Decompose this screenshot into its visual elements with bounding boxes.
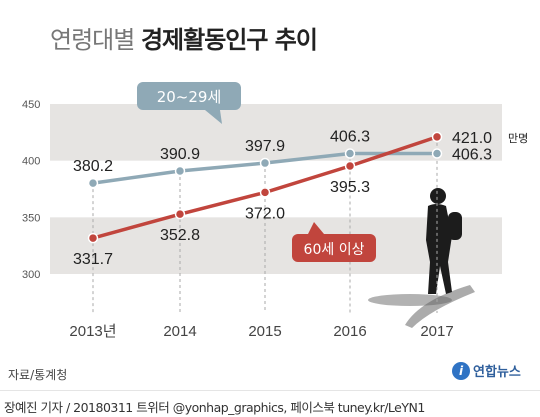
data-point xyxy=(174,165,186,177)
x-tick-label: 2017 xyxy=(420,323,453,340)
credit-line: 장예진 기자 / 20180311 트위터 @yonhap_graphics, … xyxy=(0,390,540,417)
data-point xyxy=(431,131,443,143)
data-label: 380.2 xyxy=(73,158,113,175)
data-label: 372.0 xyxy=(245,205,285,222)
line-chart: 300 350 400 450 2013년 2014 2015 2016 2017 380.2… xyxy=(22,82,528,340)
title-light: 연령대별 xyxy=(50,26,135,54)
data-point xyxy=(259,157,271,169)
data-point xyxy=(344,148,356,159)
callout-label: 20~29세 xyxy=(157,88,222,106)
data-label: 395.3 xyxy=(330,179,370,196)
callout-box xyxy=(292,234,376,262)
unit-label: 만명 xyxy=(508,132,528,145)
title-bold: 경제활동인구 추이 xyxy=(140,26,318,54)
legend-callout-60plus: 60세 이상 xyxy=(292,222,376,262)
shadow-streak xyxy=(405,285,475,328)
data-label: 421.0 xyxy=(452,130,492,147)
callout-label: 60세 이상 xyxy=(304,242,365,258)
y-tick-label: 350 xyxy=(22,212,40,224)
elderly-person-silhouette-icon xyxy=(368,188,475,328)
x-tick-label: 2014 xyxy=(163,323,196,340)
infographic-card: 연령대별 경제활동인구 추이 300 350 400 450 2013년 2014 201… xyxy=(8,20,529,382)
head-shape xyxy=(430,188,446,204)
data-label: 390.9 xyxy=(160,146,200,163)
x-tick-label: 2016 xyxy=(333,323,366,340)
x-tick-label: 2013년 xyxy=(69,323,116,340)
logo-name: 연합뉴스 xyxy=(473,365,521,380)
y-tick-label: 400 xyxy=(22,156,40,168)
logo-mark-icon: i xyxy=(452,361,470,380)
data-point xyxy=(344,160,356,172)
data-point xyxy=(431,148,443,159)
callout-tail xyxy=(308,222,324,234)
y-tick-label: 300 xyxy=(22,269,40,281)
callout-box xyxy=(137,82,241,110)
chart-title: 연령대별 경제활동인구 추이 xyxy=(50,20,318,55)
data-point xyxy=(87,177,99,189)
data-label: 397.9 xyxy=(245,138,285,155)
callout-tail xyxy=(205,110,222,124)
body-shape xyxy=(426,204,452,294)
data-point xyxy=(259,187,271,198)
source-note: 자료/통계청 xyxy=(8,368,68,382)
data-point xyxy=(174,208,186,220)
yonhap-logo: i 연합뉴스 xyxy=(452,361,521,380)
data-label: 331.7 xyxy=(73,251,113,268)
backpack-shape xyxy=(448,212,462,240)
data-label: 406.3 xyxy=(452,147,492,164)
data-label: 352.8 xyxy=(160,227,200,244)
band-300-350 xyxy=(50,217,502,274)
y-tick-label: 450 xyxy=(22,99,40,111)
data-label: 406.3 xyxy=(330,129,370,146)
band-400-450 xyxy=(50,104,502,161)
x-tick-label: 2015 xyxy=(248,323,281,340)
legend-callout-20s: 20~29세 xyxy=(137,82,241,124)
data-point xyxy=(87,232,99,244)
